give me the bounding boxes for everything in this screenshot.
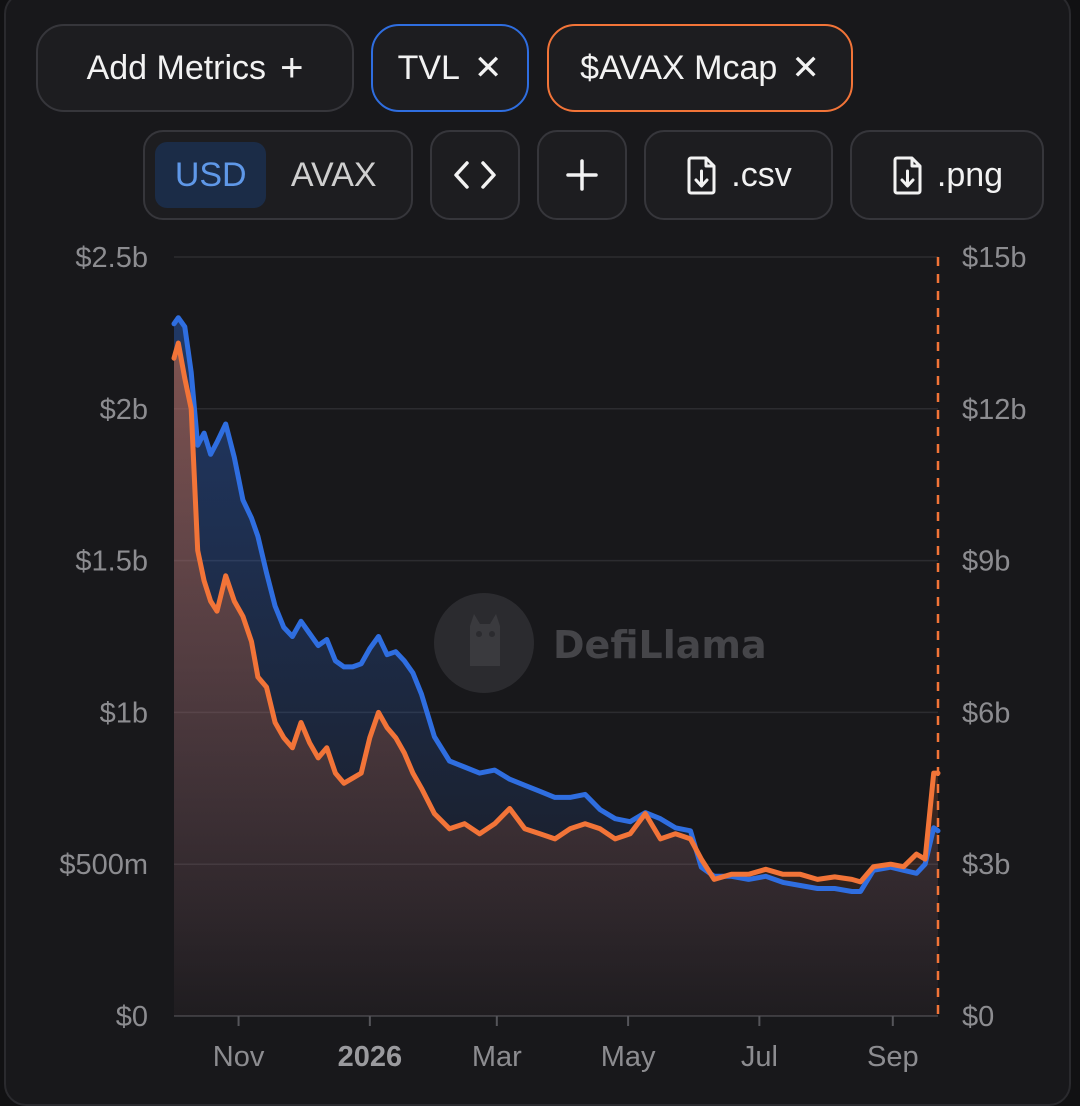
series-line-tvl bbox=[171, 315, 941, 894]
file-download-icon bbox=[687, 156, 716, 195]
right-tick-label: $6b bbox=[962, 697, 1010, 729]
right-tick-label: $12b bbox=[962, 394, 1027, 426]
x-tick-label: Sep bbox=[867, 1041, 919, 1073]
right-tick-label: $9b bbox=[962, 546, 1010, 578]
left-tick-label: $2b bbox=[100, 394, 148, 426]
add-metrics-button[interactable]: Add Metrics + bbox=[36, 24, 354, 112]
code-brackets-icon bbox=[454, 161, 496, 189]
currency-toggle: USD AVAX bbox=[143, 130, 413, 220]
right-axis-ticks: $0 $3b $6b $9b $12b $15b bbox=[962, 242, 1027, 1033]
left-tick-label: $2.5b bbox=[75, 242, 148, 274]
currency-option-avax[interactable]: AVAX bbox=[290, 155, 377, 194]
series-areas bbox=[174, 317, 938, 1016]
x-axis-ticks: Nov 2026 Mar May Jul Sep bbox=[213, 1016, 919, 1073]
right-tick-label: $15b bbox=[962, 242, 1027, 274]
metric-chip-tvl[interactable]: TVL ✕ bbox=[371, 24, 529, 112]
watermark-text: DefiLlama bbox=[553, 623, 767, 667]
close-icon[interactable]: ✕ bbox=[473, 49, 503, 87]
plus-icon: + bbox=[280, 45, 304, 90]
right-tick-label: $3b bbox=[962, 849, 1010, 881]
x-tick-label: Jul bbox=[741, 1041, 778, 1073]
left-tick-label: $1.5b bbox=[75, 546, 148, 578]
csv-label: .csv bbox=[731, 155, 792, 194]
series-lines bbox=[171, 315, 941, 894]
metric-tvl-label: TVL bbox=[397, 48, 460, 87]
defillama-watermark: DefiLlama bbox=[434, 593, 767, 693]
embed-button[interactable] bbox=[430, 130, 520, 220]
right-tick-label: $0 bbox=[962, 1001, 994, 1033]
add-metrics-label: Add Metrics bbox=[86, 48, 267, 87]
x-tick-label: May bbox=[601, 1041, 656, 1073]
download-csv-button[interactable]: .csv bbox=[644, 130, 833, 220]
png-label: .png bbox=[936, 155, 1004, 194]
tvl-mcap-chart: DefiLlama $0$500m$1b$1.5b$2b$2.5b $0$3b$… bbox=[59, 242, 1027, 1073]
x-tick-label: 2026 bbox=[338, 1041, 403, 1073]
close-icon[interactable]: ✕ bbox=[791, 49, 820, 87]
left-axis-ticks: $0 $500m $1b $1.5b $2b $2.5b bbox=[59, 242, 148, 1033]
series-area-mcap bbox=[174, 343, 938, 1016]
add-chart-button[interactable] bbox=[537, 130, 627, 220]
series-line-mcap bbox=[171, 340, 941, 885]
left-tick-label: $0 bbox=[116, 1001, 148, 1033]
x-tick-label: Mar bbox=[472, 1041, 522, 1073]
file-download-icon bbox=[893, 156, 922, 195]
plus-icon bbox=[566, 159, 598, 191]
metric-mcap-label: $AVAX Mcap bbox=[580, 48, 778, 87]
left-tick-label: $500m bbox=[59, 849, 148, 881]
currency-option-usd[interactable]: USD bbox=[155, 142, 267, 208]
download-png-button[interactable]: .png bbox=[850, 130, 1044, 220]
x-tick-label: Nov bbox=[213, 1041, 265, 1073]
metric-chip-avax-mcap[interactable]: $AVAX Mcap ✕ bbox=[547, 24, 853, 112]
left-tick-label: $1b bbox=[100, 697, 148, 729]
